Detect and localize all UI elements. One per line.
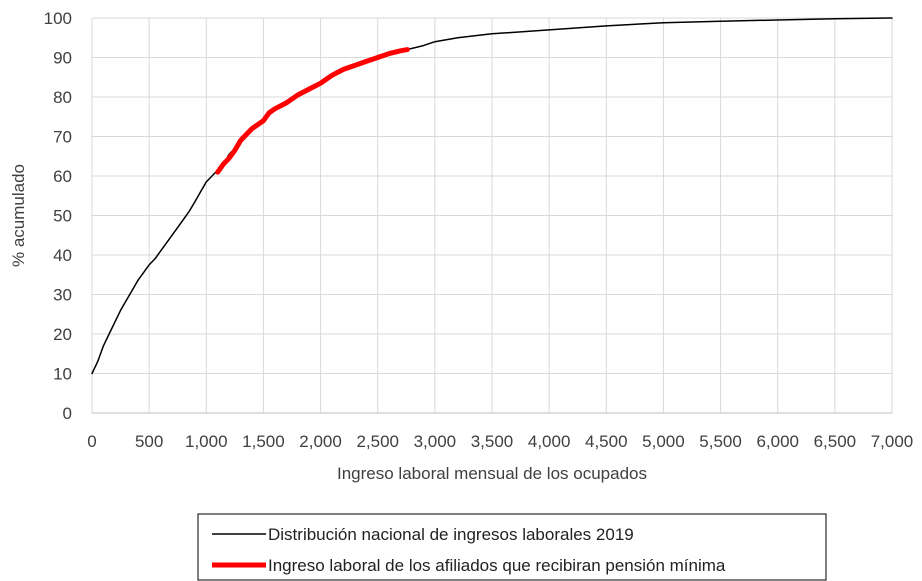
x-axis-title: Ingreso laboral mensual de los ocupados (337, 464, 647, 483)
x-tick-label: 5,500 (699, 432, 742, 451)
x-axis-tick-labels: 0 500 1,000 1,500 2,000 2,500 3,000 3,500 4,000 4… (87, 432, 913, 451)
legend: Distribución nacional de ingresos labora… (197, 513, 827, 581)
x-tick-label: 6,000 (756, 432, 799, 451)
legend-label-national: Distribución nacional de ingresos labora… (268, 525, 634, 544)
series-lines (91, 17, 893, 375)
x-tick-label: 6,500 (814, 432, 857, 451)
y-tick-label: 20 (53, 325, 72, 344)
x-tick-label: 1,500 (242, 432, 285, 451)
y-tick-label: 40 (53, 246, 72, 265)
y-tick-label: 80 (53, 88, 72, 107)
gridlines (91, 17, 893, 414)
y-tick-label: 60 (53, 167, 72, 186)
x-tick-label: 1,000 (185, 432, 228, 451)
x-tick-label: 5,000 (642, 432, 685, 451)
y-tick-label: 10 (53, 365, 72, 384)
x-tick-label: 3,000 (414, 432, 457, 451)
x-tick-label: 500 (135, 432, 163, 451)
y-axis-tick-labels: 0 10 20 30 40 50 60 70 80 90 100 (44, 9, 72, 423)
y-tick-label: 50 (53, 207, 72, 226)
x-tick-label: 4,000 (528, 432, 571, 451)
y-tick-label: 30 (53, 286, 72, 305)
x-tick-label: 4,500 (585, 432, 628, 451)
x-tick-label: 2,000 (299, 432, 342, 451)
x-tick-label: 3,500 (471, 432, 514, 451)
legend-box (197, 513, 827, 581)
y-tick-label: 70 (53, 128, 72, 147)
x-tick-label: 0 (87, 432, 96, 451)
legend-label-affiliates: Ingreso laboral de los afiliados que rec… (268, 556, 726, 575)
series-line-2 (215, 47, 410, 175)
x-tick-label: 7,000 (871, 432, 914, 451)
y-axis-title: % acumulado (9, 164, 28, 267)
x-tick-label: 2,500 (356, 432, 399, 451)
y-tick-label: 90 (53, 49, 72, 68)
y-tick-label: 0 (63, 404, 72, 423)
y-tick-label: 100 (44, 9, 72, 28)
